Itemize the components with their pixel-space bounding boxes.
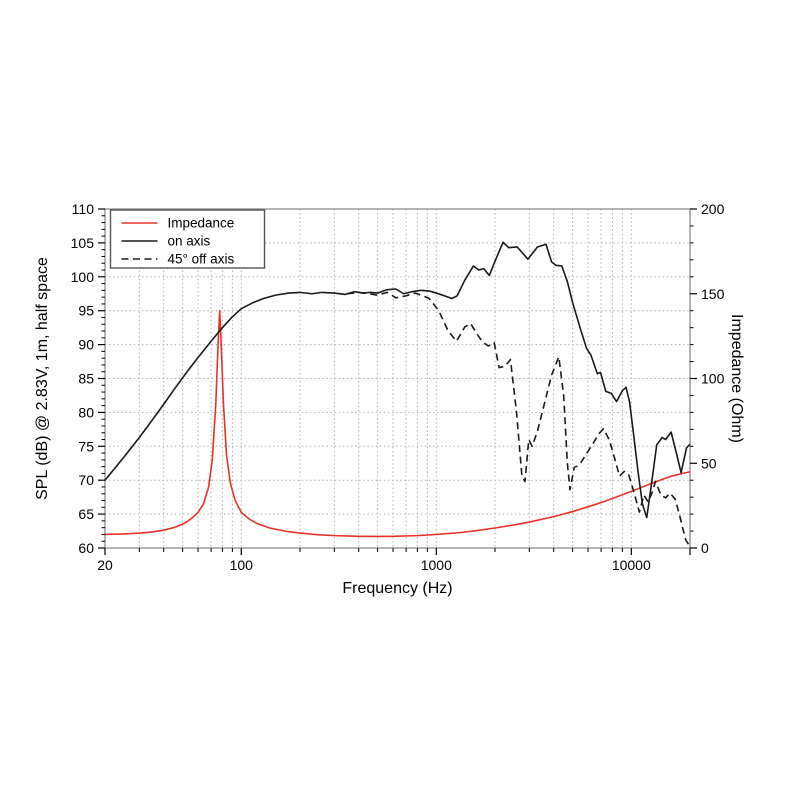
x-tick-label: 20 <box>97 557 113 573</box>
x-tick-label: 1000 <box>421 557 452 573</box>
left-y-tick-label: 70 <box>78 472 94 488</box>
left-y-axis-label: SPL (dB) @ 2.83V, 1m, half space <box>34 257 51 500</box>
series-45-off-axis <box>347 291 691 548</box>
x-tick-label: 100 <box>230 557 254 573</box>
left-y-tick-label: 80 <box>78 404 94 420</box>
axis-tick-labels: 20 100 1000 10000 60 65 70 75 80 85 90 95 100 105 110 0… <box>71 201 725 573</box>
legend-label: Impedance <box>168 216 235 231</box>
legend-label: on axis <box>168 234 211 249</box>
right-y-tick-label: 50 <box>701 455 717 471</box>
right-y-tick-label: 100 <box>701 371 725 387</box>
left-y-tick-label: 100 <box>71 269 95 285</box>
legend: Impedance on axis 45° off axis <box>109 209 266 269</box>
right-y-tick-label: 0 <box>701 540 709 556</box>
x-axis-label: Frequency (Hz) <box>342 580 452 597</box>
series-on-axis <box>104 241 691 519</box>
left-y-tick-label: 95 <box>78 303 94 319</box>
right-y-axis-label: Impedance (Ohm) <box>728 314 745 443</box>
left-y-tick-label: 85 <box>78 371 94 387</box>
right-y-tick-label: 150 <box>701 286 725 302</box>
left-y-tick-label: 90 <box>78 337 94 353</box>
left-y-tick-label: 75 <box>78 438 94 454</box>
grid <box>105 209 690 548</box>
left-y-tick-label: 65 <box>78 506 94 522</box>
legend-label: 45° off axis <box>168 252 235 267</box>
right-y-tick-label: 200 <box>701 201 725 217</box>
left-y-tick-label: 60 <box>78 540 94 556</box>
axis-ticks <box>98 208 697 555</box>
series-impedance <box>104 309 691 538</box>
left-y-tick-label: 105 <box>71 235 95 251</box>
x-tick-label: 10000 <box>612 557 651 573</box>
left-y-tick-label: 110 <box>72 201 95 217</box>
data-series <box>104 241 691 548</box>
